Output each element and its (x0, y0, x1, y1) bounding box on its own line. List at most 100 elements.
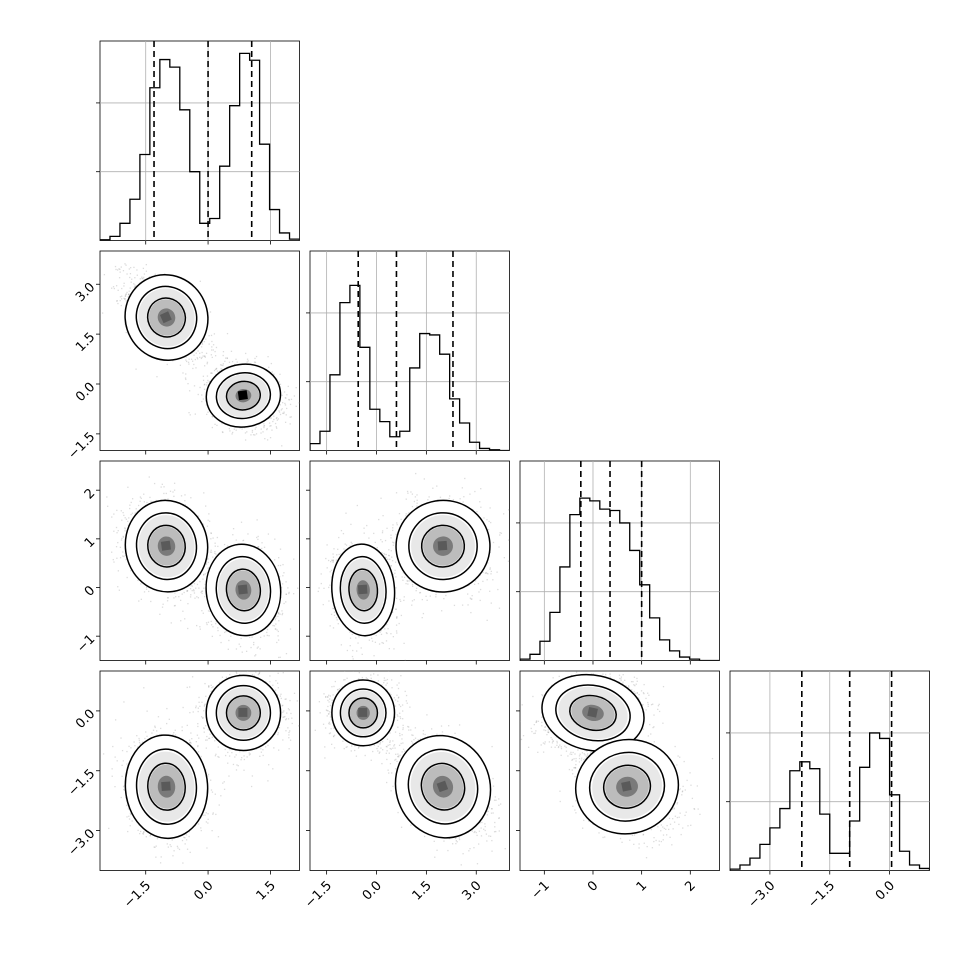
scatter-point (233, 363, 236, 366)
scatter-point (204, 573, 207, 575)
scatter-point (161, 606, 164, 608)
scatter-point (267, 356, 269, 358)
scatter-point (232, 528, 235, 530)
density-peak (237, 390, 248, 401)
scatter-point (206, 413, 208, 416)
scatter-point (202, 578, 204, 580)
scatter-point (125, 293, 127, 295)
scatter-point (212, 416, 214, 418)
scatter-point (202, 355, 204, 357)
scatter-point (193, 582, 196, 585)
scatter-point (205, 563, 208, 565)
scatter-point (129, 267, 132, 269)
scatter-point (106, 496, 108, 498)
scatter-point (189, 414, 191, 416)
scatter-point (215, 368, 218, 370)
scatter-point (205, 622, 208, 624)
scatter-point (285, 601, 287, 603)
scatter-point (235, 539, 237, 541)
scatter-point (261, 542, 263, 544)
scatter-point (124, 528, 126, 530)
scatter-point (206, 558, 209, 561)
scatter-point (130, 501, 132, 504)
scatter-point (173, 482, 176, 484)
scatter-point (231, 433, 233, 435)
scatter-point (190, 594, 192, 596)
scatter-point (139, 500, 141, 502)
scatter-point (255, 426, 257, 429)
scatter-point (150, 500, 152, 502)
scatter-point (221, 422, 223, 425)
scatter-point (201, 356, 203, 359)
scatter-point (203, 365, 206, 367)
scatter-point (128, 293, 130, 296)
scatter-point (206, 375, 209, 377)
scatter-point (258, 423, 260, 426)
scatter-point (275, 417, 278, 420)
scatter-point (295, 387, 297, 389)
scatter-point (124, 295, 127, 297)
scatter-point (125, 300, 127, 302)
scatter-point (193, 363, 195, 366)
scatter-point (277, 630, 280, 633)
density-content (100, 476, 299, 659)
scatter-point (264, 438, 266, 440)
scatter-point (190, 497, 192, 499)
scatter-point (257, 535, 259, 538)
scatter-point (210, 334, 213, 337)
scatter-point (295, 405, 297, 407)
scatter-point (252, 434, 255, 436)
scatter-point (125, 293, 128, 295)
scatter-point (207, 621, 210, 623)
scatter-point (233, 428, 235, 430)
scatter-point (282, 563, 284, 566)
scatter-point (202, 523, 205, 525)
scatter-point (197, 350, 199, 352)
contour-level-0 (225, 380, 261, 411)
scatter-point (276, 419, 279, 421)
scatter-point (284, 402, 286, 405)
scatter-point (246, 358, 249, 360)
scatter-point (173, 597, 175, 599)
scatter-point (216, 424, 218, 427)
scatter-point (194, 358, 197, 361)
scatter-point (124, 298, 126, 300)
scatter-point (255, 355, 258, 358)
scatter-point (215, 553, 217, 555)
scatter-point (173, 489, 176, 491)
scatter-point (129, 504, 131, 506)
scatter-point (148, 476, 150, 478)
scatter-point (253, 641, 255, 644)
scatter-point (146, 501, 148, 504)
scatter-point (141, 277, 143, 280)
scatter-point (117, 302, 119, 305)
scatter-point (269, 425, 271, 427)
scatter-point (119, 271, 121, 273)
scatter-point (217, 629, 219, 632)
scatter-point (184, 377, 187, 379)
scatter-point (154, 273, 157, 275)
scatter-point (126, 291, 128, 294)
scatter-point (195, 587, 197, 589)
scatter-point (210, 551, 213, 553)
contour-level-1 (135, 285, 198, 350)
scatter-point (148, 276, 151, 278)
scatter-point (184, 504, 187, 506)
scatter-point (255, 654, 257, 656)
scatter-point (212, 349, 214, 351)
scatter-point (182, 372, 184, 374)
scatter-point (155, 499, 157, 502)
scatter-point (213, 333, 216, 335)
scatter-point (224, 360, 226, 363)
scatter-point (275, 615, 277, 617)
scatter-point (239, 645, 242, 648)
scatter-point (260, 428, 262, 430)
scatter-point (116, 532, 118, 534)
scatter-point (230, 350, 233, 352)
scatter-point (123, 297, 125, 300)
scatter-point (287, 385, 289, 388)
scatter-point (166, 363, 168, 366)
scatter-point (284, 404, 287, 406)
scatter-point (205, 352, 208, 355)
scatter-point (123, 285, 125, 287)
